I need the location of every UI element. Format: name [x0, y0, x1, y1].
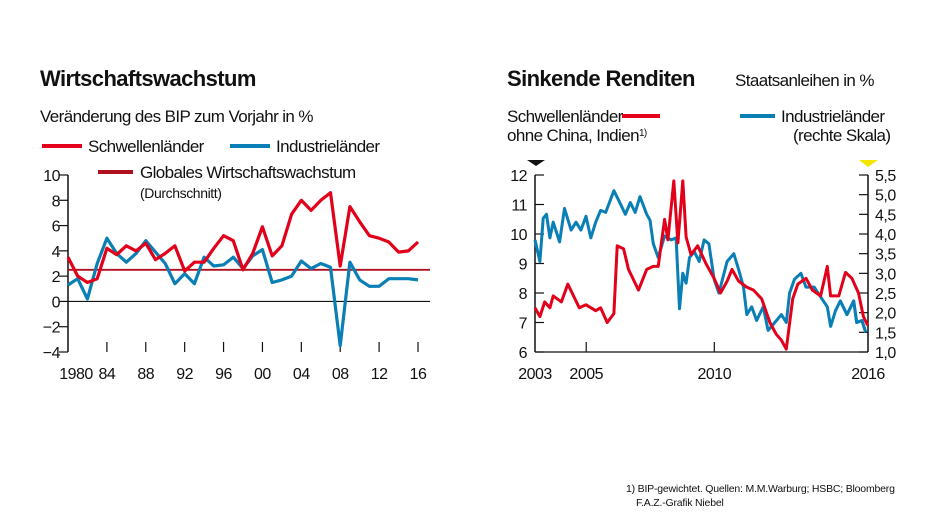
left-chart: 10 8 6 4 2 0 −2 −4 1980 84 88 92 96 00 04 08 12 16: [43, 168, 430, 383]
y2-tick-label: 2,5: [875, 286, 896, 303]
right-scale-marker-icon: [859, 160, 878, 167]
x-tick-label: 84: [98, 366, 115, 383]
y2-tick-label: 4,0: [875, 227, 896, 244]
y2-tick-label: 4,5: [875, 207, 896, 224]
legend-label-average: Globales Wirtschaftswachstum: [140, 163, 356, 182]
legend-label-emerging: Schwellenländer: [88, 137, 205, 156]
footnote-sources: 1) BIP-gewichtet. Quellen: M.M.Warburg; …: [626, 483, 895, 495]
series-emerging-line: [66, 191, 420, 285]
legend-text: ohne China, Indien: [507, 126, 639, 145]
legend-label-right-scale: (rechte Skala): [793, 126, 890, 145]
series-industrial-line-tail: [838, 299, 868, 333]
y2-tick-label: 5,5: [875, 168, 896, 185]
legend-label-emerging-ex: Schwellenländer: [507, 107, 624, 126]
right-chart-title: Sinkende Renditen: [507, 66, 695, 91]
x-tick-label: 2003: [518, 366, 552, 383]
y-tick-label: 4: [52, 244, 61, 261]
y-tick-label: 6: [519, 345, 528, 362]
y-tick-label: 11: [511, 198, 527, 215]
x-tick-label: 92: [176, 366, 193, 383]
y2-tick-label: 5,0: [875, 188, 896, 205]
footnote-marker: 1): [639, 128, 647, 139]
y2-tick-label: 1,5: [875, 325, 896, 342]
legend-label-average-note: (Durchschnitt): [140, 185, 222, 201]
x-tick-label: 2010: [698, 366, 732, 383]
right-chart: 12 11 10 9 8 7 6 5,5 5,0 4,5 4,0 3,5 3,0 2,5 2,0 1,5 1,0…: [510, 168, 897, 383]
series-emerging-line: [533, 179, 870, 351]
footnote-credit: F.A.Z.-Grafik Niebel: [636, 497, 724, 509]
left-chart-title: Wirtschaftswachstum: [40, 66, 256, 91]
y-tick-label: 12: [510, 168, 527, 185]
left-scale-marker-icon: [527, 160, 545, 166]
x-tick-label: 12: [371, 366, 388, 383]
x-tick-label: 96: [215, 366, 232, 383]
y-tick-label: 6: [52, 219, 61, 236]
x-tick-label: 08: [332, 366, 349, 383]
x-tick-label: 2005: [569, 366, 603, 383]
x-tick-label: 2016: [851, 366, 885, 383]
series-industrial-line: [533, 189, 868, 333]
x-tick-label: 1980: [59, 366, 93, 383]
legend-label-industrial-right: Industrieländer: [781, 107, 885, 126]
x-tick-label: 00: [254, 366, 271, 383]
x-tick-label: 88: [137, 366, 154, 383]
y2-tick-label: 3,0: [875, 266, 896, 283]
y-tick-label: 7: [519, 316, 528, 333]
y2-tick-label: 2,0: [875, 306, 896, 323]
y-tick-label: 10: [510, 227, 527, 244]
y2-tick-label: 1,0: [875, 345, 896, 362]
y-tick-label: 0: [52, 294, 61, 311]
y-tick-label: 10: [43, 168, 60, 185]
y-tick-label: −4: [43, 345, 61, 362]
y2-tick-label: 3,5: [875, 247, 896, 264]
y-tick-label: 8: [519, 286, 528, 303]
x-tick-label: 16: [410, 366, 427, 383]
left-chart-subtitle: Veränderung des BIP zum Vorjahr in %: [40, 107, 313, 126]
legend-label-emerging-ex-2: ohne China, Indien1): [507, 126, 647, 145]
y-tick-label: 8: [52, 193, 61, 210]
y-tick-label: 2: [52, 269, 61, 286]
series-industrial-line: [67, 236, 419, 348]
x-tick-label: 04: [293, 366, 310, 383]
y-tick-label: 9: [519, 257, 528, 274]
right-chart-subtitle: Staatsanleihen in %: [735, 71, 874, 90]
legend-label-industrial: Industrieländer: [276, 137, 380, 156]
y-tick-label: −2: [43, 320, 61, 337]
